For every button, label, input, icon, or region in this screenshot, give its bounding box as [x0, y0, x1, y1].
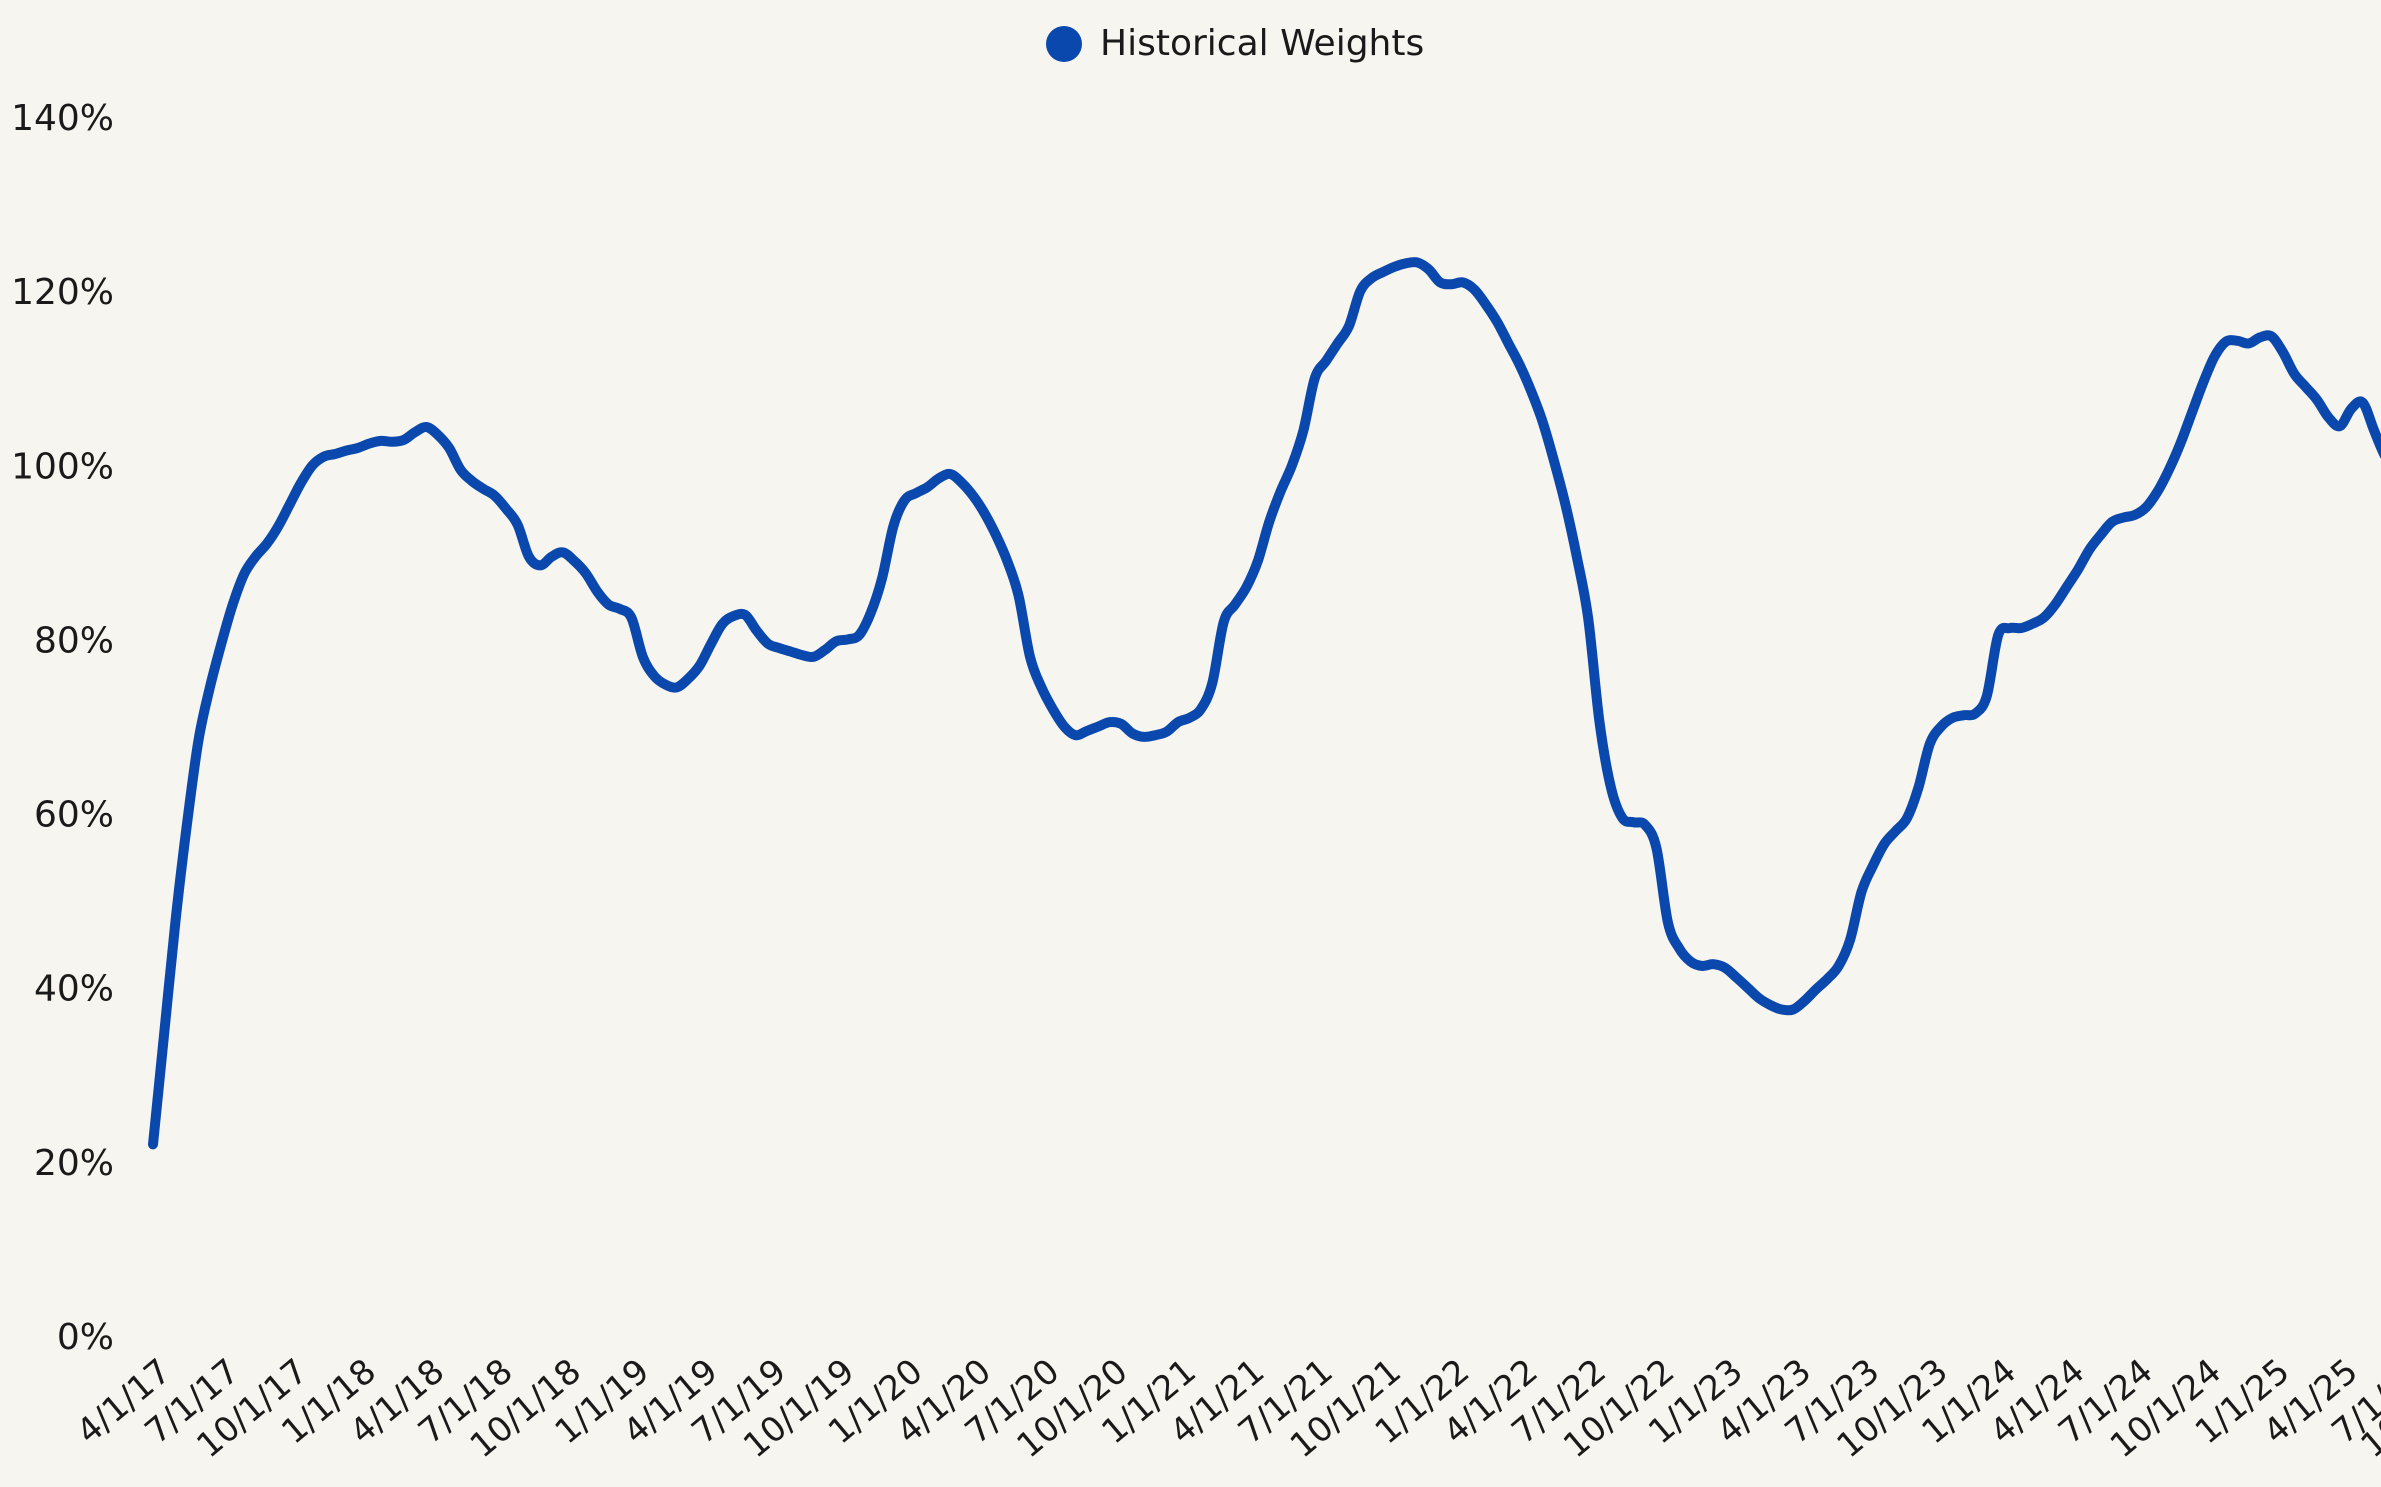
- y-tick-label: 60%: [34, 795, 114, 836]
- y-tick-label: 40%: [34, 969, 114, 1010]
- y-tick-label: 80%: [34, 620, 114, 661]
- y-tick-label: 0%: [57, 1317, 114, 1358]
- legend-label-historical-weights: Historical Weights: [1100, 23, 1424, 64]
- series-layer: [148, 257, 2381, 1150]
- legend: Historical Weights: [1046, 23, 1424, 64]
- y-tick-label: 140%: [11, 98, 114, 139]
- legend-marker-historical-weights: [1046, 26, 1082, 62]
- series-line-historical-weights: [148, 257, 2381, 1150]
- y-tick-label: 120%: [11, 272, 114, 313]
- y-axis: 0% 20% 40% 60% 80% 100% 120% 140%: [11, 98, 114, 1358]
- y-tick-label: 20%: [34, 1143, 114, 1184]
- y-tick-label: 100%: [11, 446, 114, 487]
